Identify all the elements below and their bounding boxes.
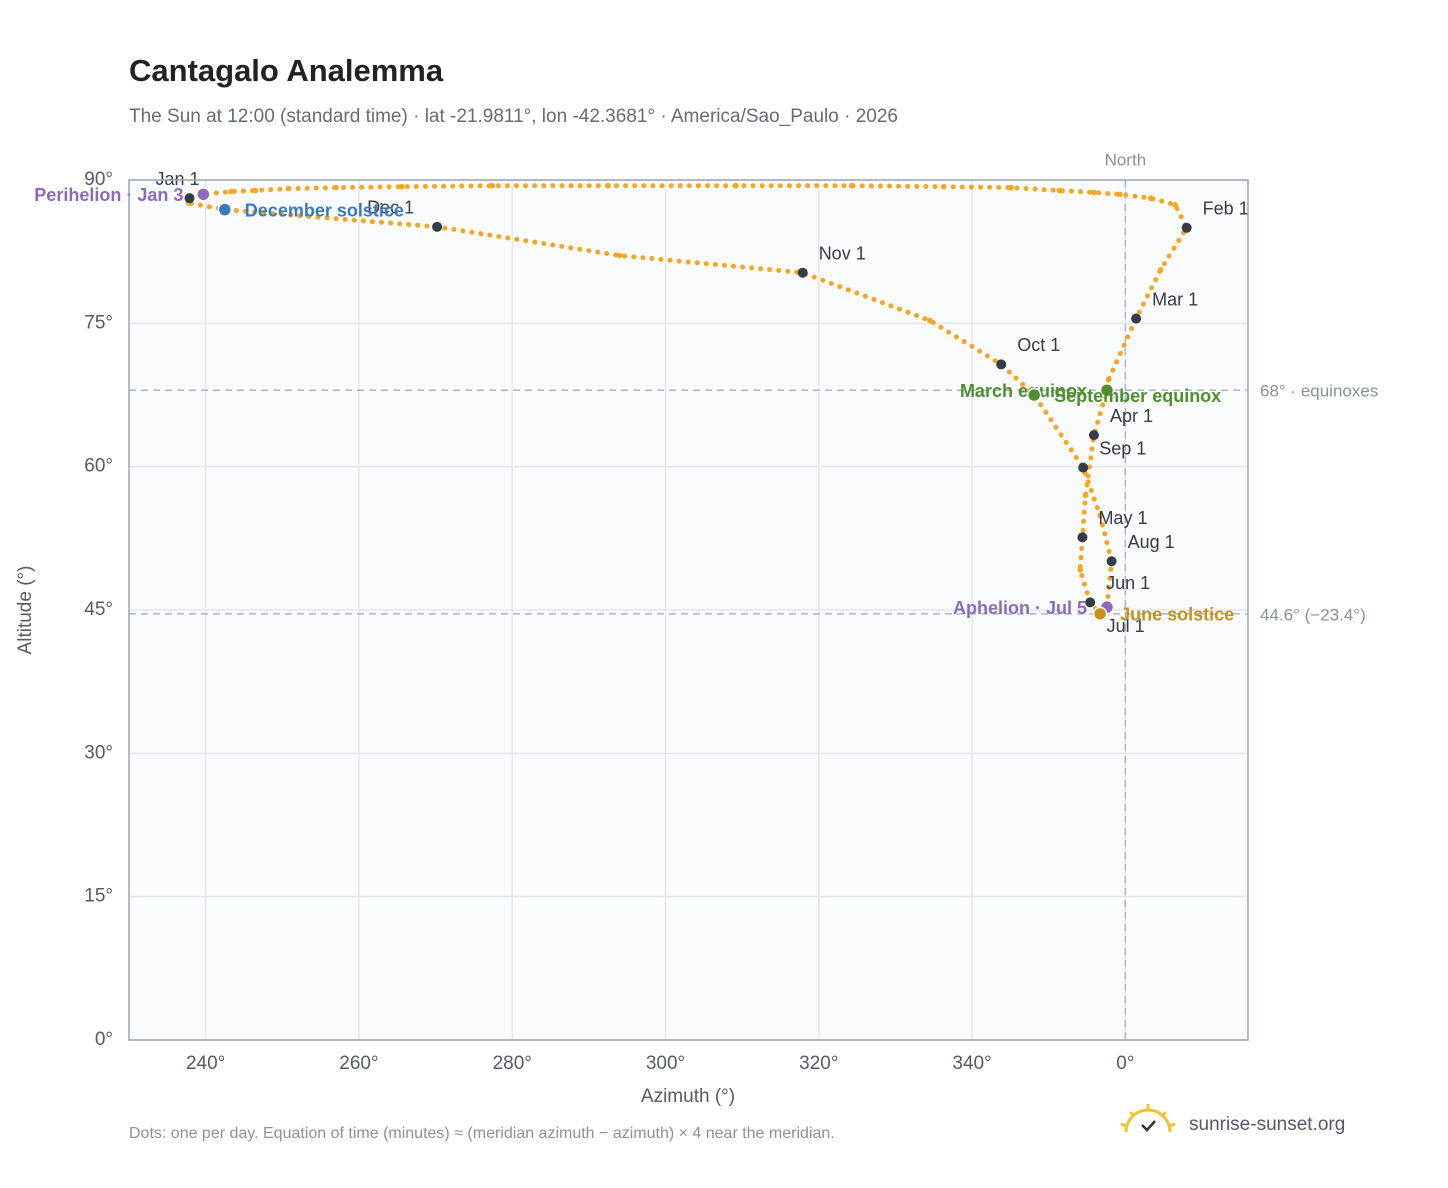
event-marker: [1092, 606, 1108, 622]
y-axis-label: Altitude (°): [15, 566, 36, 655]
x-tick-label: 340°: [952, 1053, 991, 1074]
reference-label: 44.6° (−23.4°): [1260, 605, 1366, 624]
month-label: Nov 1: [819, 243, 866, 263]
event-label: Perihelion · Jan 3: [34, 185, 183, 205]
month-label: Mar 1: [1152, 289, 1198, 309]
x-axis-label: Azimuth (°): [641, 1086, 735, 1107]
day-dot: [927, 317, 933, 324]
event-label: Aphelion · Jul 5: [953, 598, 1087, 618]
chart-title: Cantagalo Analemma: [129, 53, 444, 88]
analemma-path: [186, 183, 1190, 617]
day-dot: [489, 182, 496, 189]
day-dot: [1172, 202, 1178, 208]
month-marker: [1085, 597, 1096, 608]
event-marker: [1026, 387, 1042, 403]
reference-label: North: [1105, 150, 1147, 169]
day-dot: [1157, 267, 1164, 273]
y-tick-label: 75°: [84, 312, 113, 333]
day-dot: [252, 187, 259, 194]
reference-label: 68° · equinoxes: [1260, 382, 1378, 401]
x-tick-label: 240°: [186, 1053, 225, 1074]
month-label: Sep 1: [1099, 438, 1146, 458]
day-dot: [228, 188, 234, 195]
day-dot: [1105, 376, 1112, 383]
y-tick-label: 0°: [95, 1029, 113, 1050]
y-tick-label: 45°: [84, 599, 113, 620]
day-dot: [848, 182, 855, 189]
month-marker: [1078, 462, 1089, 473]
event-marker: [1099, 382, 1115, 398]
month-marker: [1077, 532, 1088, 543]
day-dot: [399, 183, 405, 190]
month-label: Jan 1: [156, 169, 200, 189]
month-label: Apr 1: [1110, 406, 1153, 426]
event-marker: [196, 187, 211, 202]
day-dot: [333, 184, 339, 191]
day-dot: [940, 183, 947, 190]
month-marker: [1106, 556, 1117, 567]
month-marker: [432, 221, 443, 232]
day-dot: [1091, 189, 1097, 196]
month-marker: [184, 193, 195, 204]
month-marker: [797, 267, 808, 278]
y-tick-label: 60°: [84, 456, 113, 477]
day-dot: [1147, 195, 1154, 201]
month-marker: [1131, 313, 1142, 324]
month-label: Jul 1: [1107, 616, 1145, 636]
event-label: September equinox: [1054, 386, 1221, 406]
brand: sunrise-sunset.org: [1189, 1114, 1345, 1135]
month-label: Aug 1: [1128, 532, 1175, 552]
day-dot: [1097, 512, 1103, 519]
day-dot: [605, 182, 611, 189]
day-dot: [733, 182, 739, 189]
x-tick-label: 280°: [493, 1053, 532, 1074]
month-label: Jun 1: [1106, 573, 1150, 593]
month-marker: [996, 359, 1007, 370]
event-marker: [217, 202, 233, 217]
month-label: Feb 1: [1203, 199, 1249, 219]
brand-logo: [1120, 1104, 1176, 1133]
day-dot: [1056, 187, 1063, 194]
plot-border: [128, 179, 1249, 1041]
month-label: May 1: [1098, 508, 1147, 528]
x-tick-label: 0°: [1116, 1053, 1134, 1074]
day-dot: [616, 252, 623, 259]
day-dot: [1082, 492, 1089, 499]
x-tick-label: 300°: [646, 1053, 685, 1074]
y-tick-label: 15°: [84, 886, 113, 907]
month-label: Oct 1: [1017, 335, 1060, 355]
day-dot: [1117, 191, 1123, 198]
y-tick-label: 30°: [84, 742, 113, 763]
month-label: Dec 1: [367, 198, 414, 218]
event-label: December solstice: [245, 200, 404, 220]
x-tick-label: 320°: [799, 1053, 838, 1074]
event-label: March equinox: [960, 381, 1087, 401]
day-dot: [285, 185, 292, 192]
day-dot: [1077, 567, 1083, 573]
footnote: Dots: one per day. Equation of time (min…: [129, 1125, 835, 1142]
chart-subtitle: The Sun at 12:00 (standard time) · lat -…: [129, 106, 898, 127]
month-marker: [1181, 222, 1192, 233]
day-dot: [1008, 184, 1014, 191]
y-tick-label: 90°: [84, 169, 113, 190]
month-marker: [1088, 430, 1099, 441]
x-tick-label: 260°: [339, 1053, 378, 1074]
event-label: June solstice: [1120, 605, 1234, 625]
